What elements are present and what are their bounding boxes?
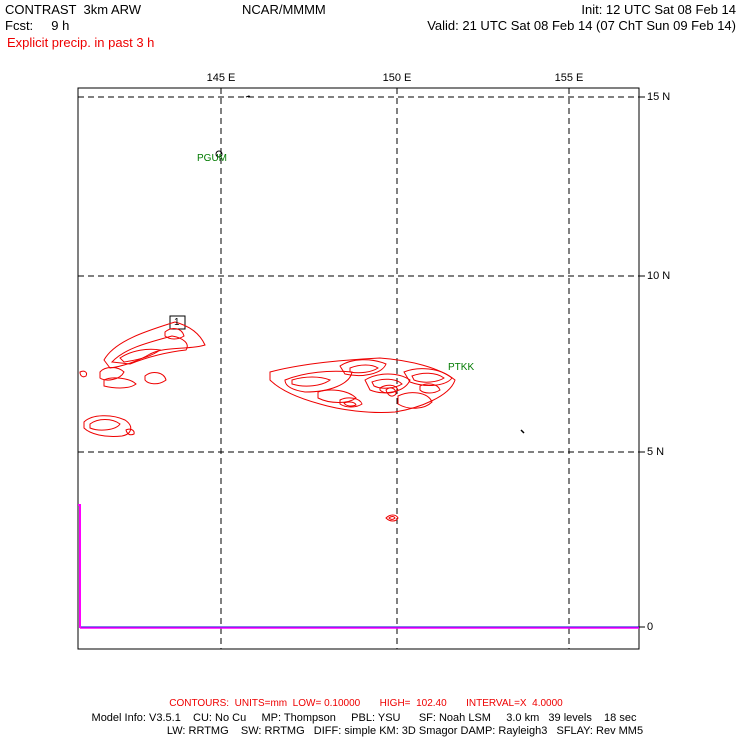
field-title: Explicit precip. in past 3 h — [7, 35, 155, 50]
island-marker — [245, 95, 251, 98]
lon-label-155e: 155 E — [554, 72, 584, 84]
trace-step — [78, 504, 81, 628]
init-time: Init: 12 UTC Sat 08 Feb 14 — [581, 2, 736, 17]
forecast-hour: Fcst: 9 h — [5, 18, 70, 33]
model-info-line-1: Model Info: V3.5.1 CU: No Cu MP: Thompso… — [91, 712, 637, 724]
station-label-ptkk: PTKK — [448, 362, 475, 373]
zero-label: 0 — [647, 621, 654, 633]
latlon-grid — [78, 88, 639, 649]
lat-label-15n: 15 N — [647, 91, 671, 103]
guam-marker — [215, 150, 223, 158]
contour-info: CONTOURS: UNITS=mm LOW= 0.10000 HIGH= 10… — [169, 698, 563, 709]
contour-cell-south — [385, 514, 399, 522]
organization-label: NCAR/MMMM — [242, 2, 326, 17]
lat-label-5n: 5 N — [647, 446, 665, 458]
island-marker — [520, 429, 525, 434]
lon-label-145e: 145 E — [206, 72, 236, 84]
model-title: CONTRAST 3km ARW — [5, 2, 142, 17]
inset-label: 1 — [174, 317, 180, 328]
lon-label-150e: 150 E — [382, 72, 412, 84]
contour-cluster-central — [269, 357, 456, 413]
map-frame — [77, 87, 640, 650]
station-label-pgum: PGUM — [197, 153, 227, 164]
model-info-line-2: LW: RRTMG SW: RRTMG DIFF: simple KM: 3D … — [166, 725, 644, 737]
axis-ticks — [639, 96, 645, 628]
lat-label-10n: 10 N — [647, 270, 671, 282]
valid-time: Valid: 21 UTC Sat 08 Feb 14 (07 ChT Sun … — [427, 18, 736, 33]
contour-cluster-west — [79, 321, 206, 437]
precip-contours — [79, 321, 456, 522]
